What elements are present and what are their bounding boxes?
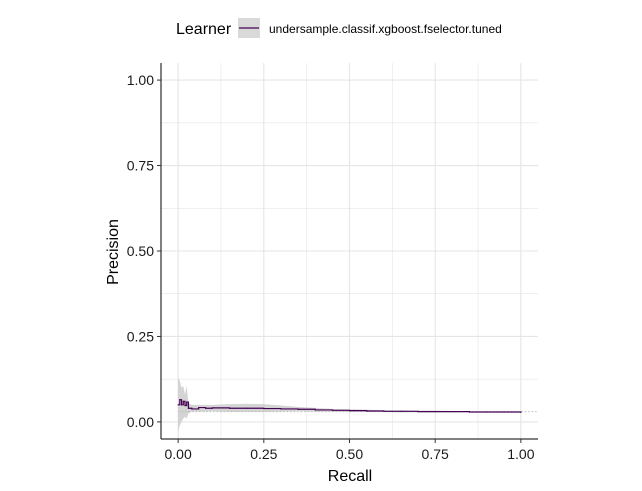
data-point bbox=[468, 411, 471, 413]
legend-entry-label: undersample.classif.xgboost.fselector.tu… bbox=[269, 22, 502, 36]
data-point bbox=[297, 408, 299, 410]
data-point bbox=[198, 406, 200, 409]
legend-title: Learner bbox=[176, 21, 232, 38]
data-point bbox=[179, 399, 181, 401]
x-tick-label: 0.75 bbox=[422, 446, 449, 462]
y-tick-label: 0.75 bbox=[127, 158, 154, 174]
x-tick-label: 1.00 bbox=[507, 446, 534, 462]
tick-labels: 0.00 0.25 0.50 0.75 1.00 0.00 0.25 0.50 0.75 1.00 bbox=[127, 72, 535, 462]
data-point bbox=[228, 407, 231, 409]
legend: Learner undersample.classif.xgboost.fsel… bbox=[176, 18, 502, 38]
y-tick-label: 0.00 bbox=[127, 414, 154, 430]
y-tick-label: 1.00 bbox=[127, 72, 154, 88]
y-tick-label: 0.50 bbox=[127, 243, 154, 259]
x-tick-label: 0.50 bbox=[336, 446, 363, 462]
data-point bbox=[400, 410, 402, 412]
data-point bbox=[314, 409, 316, 411]
data-point bbox=[434, 411, 436, 413]
data-point bbox=[366, 410, 368, 412]
data-point bbox=[280, 408, 282, 410]
data-point bbox=[177, 404, 179, 406]
data-point bbox=[211, 407, 214, 409]
x-tick-label: 0.25 bbox=[250, 446, 277, 462]
data-point bbox=[263, 407, 265, 410]
data-point bbox=[520, 411, 522, 413]
axes bbox=[157, 63, 538, 443]
data-point bbox=[184, 404, 186, 407]
x-tick-label: 0.00 bbox=[165, 446, 192, 462]
data-point bbox=[348, 410, 351, 412]
data-point bbox=[187, 407, 190, 409]
data-point bbox=[417, 411, 419, 413]
x-axis-title: Recall bbox=[328, 468, 372, 485]
data-point bbox=[180, 404, 183, 406]
data-point bbox=[485, 411, 488, 413]
data-point bbox=[182, 400, 184, 402]
gridlines bbox=[161, 63, 538, 439]
data-point bbox=[204, 407, 207, 409]
plot-content bbox=[177, 377, 538, 433]
data-point bbox=[503, 411, 505, 413]
y-tick-label: 0.25 bbox=[127, 328, 154, 344]
data-point bbox=[191, 408, 193, 410]
data-point bbox=[451, 411, 453, 413]
data-point bbox=[186, 401, 188, 403]
data-point bbox=[383, 410, 385, 412]
data-point bbox=[246, 407, 248, 409]
y-axis-title: Precision bbox=[105, 219, 122, 285]
confidence-band bbox=[178, 377, 521, 433]
data-point bbox=[331, 409, 333, 411]
